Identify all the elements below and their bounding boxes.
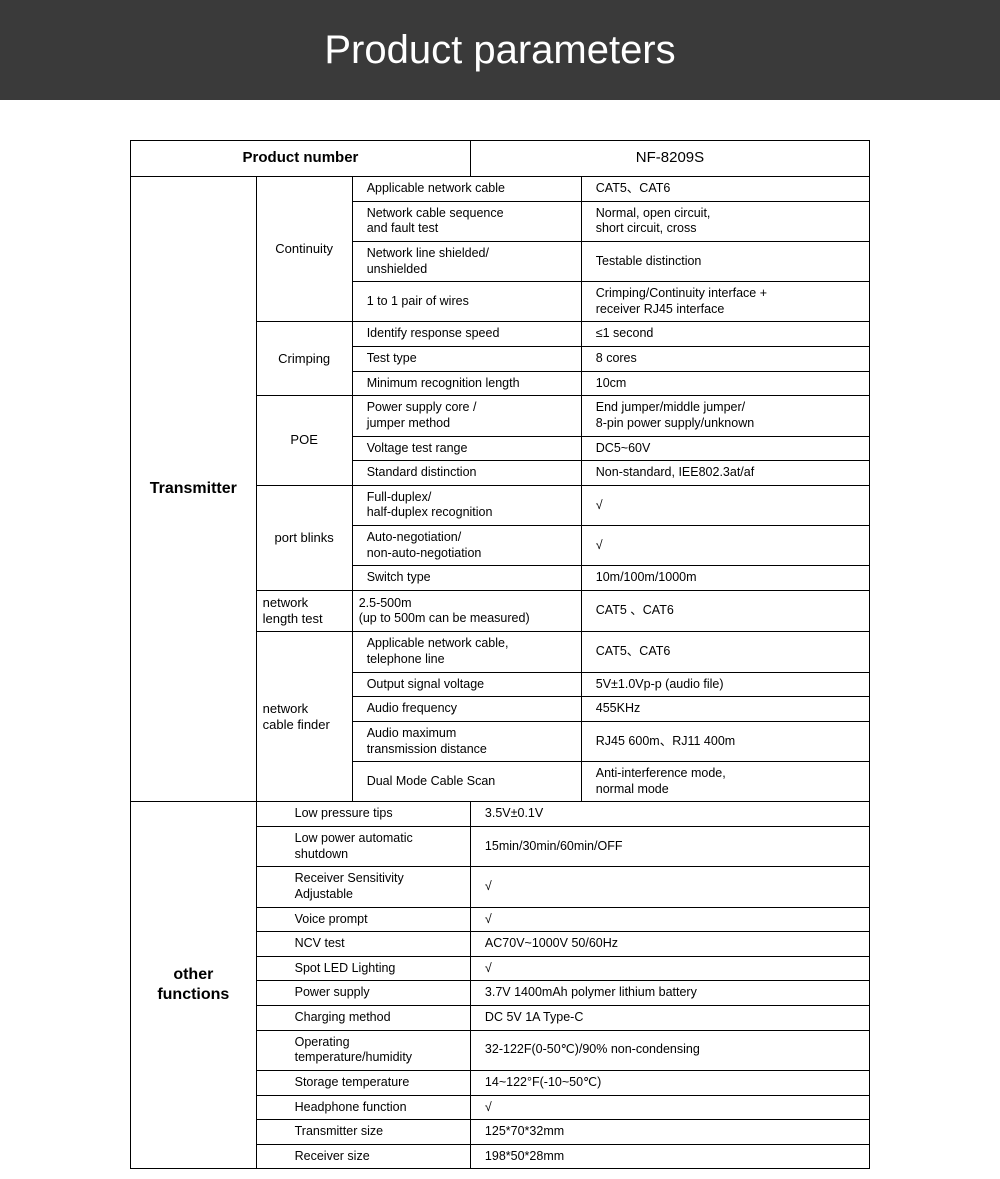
spec-val: 15min/30min/60min/OFF	[470, 827, 869, 867]
spec-val: 5V±1.0Vp-p (audio file)	[581, 672, 869, 697]
spec-attr: Power supply core /jumper method	[352, 396, 581, 436]
spec-val: √	[470, 1095, 869, 1120]
spec-attr: 2.5-500m(up to 500m can be measured)	[352, 590, 581, 632]
table-row: Product number NF-8209S	[131, 141, 870, 177]
spec-attr: 1 to 1 pair of wires	[352, 282, 581, 322]
spec-val: 3.7V 1400mAh polymer lithium battery	[470, 981, 869, 1006]
spec-val: CAT5、CAT6	[581, 177, 869, 202]
spec-val: √	[470, 907, 869, 932]
table-row: otherfunctions Low pressure tips 3.5V±0.…	[131, 802, 870, 827]
spec-val: 455KHz	[581, 697, 869, 722]
spec-attr: Spot LED Lighting	[256, 956, 470, 981]
page-title: Product parameters	[324, 28, 675, 73]
spec-val: ≤1 second	[581, 322, 869, 347]
spec-val: √	[470, 867, 869, 907]
spec-val: End jumper/middle jumper/8-pin power sup…	[581, 396, 869, 436]
spec-val: 198*50*28mm	[470, 1144, 869, 1169]
spec-attr: Audio frequency	[352, 697, 581, 722]
transmitter-section-label: Transmitter	[131, 177, 257, 802]
spec-val: √	[470, 956, 869, 981]
spec-attr: Transmitter size	[256, 1120, 470, 1145]
spec-val: Crimping/Continuity interface +receiver …	[581, 282, 869, 322]
spec-attr: Receiver Sensitivity Adjustable	[256, 867, 470, 907]
spec-attr: Network cable sequenceand fault test	[352, 201, 581, 241]
spec-attr: Full-duplex/half-duplex recognition	[352, 485, 581, 525]
crimping-label: Crimping	[256, 322, 352, 396]
poe-label: POE	[256, 396, 352, 486]
spec-val: CAT5 、CAT6	[581, 590, 869, 632]
spec-attr: Standard distinction	[352, 461, 581, 486]
spec-val: Anti-interference mode,normal mode	[581, 762, 869, 802]
network-length-test-label: networklength test	[256, 590, 352, 632]
spec-attr: Audio maximumtransmission distance	[352, 721, 581, 761]
spec-val: 3.5V±0.1V	[470, 802, 869, 827]
spec-val: DC5~60V	[581, 436, 869, 461]
spec-attr: Low pressure tips	[256, 802, 470, 827]
spec-attr: Dual Mode Cable Scan	[352, 762, 581, 802]
page-header: Product parameters	[0, 0, 1000, 100]
spec-val: CAT5、CAT6	[581, 632, 869, 672]
spec-val: √	[581, 485, 869, 525]
spec-val: 8 cores	[581, 347, 869, 372]
spec-val: Testable distinction	[581, 241, 869, 281]
product-number-label: Product number	[131, 141, 471, 177]
spec-attr: Test type	[352, 347, 581, 372]
spec-attr: Power supply	[256, 981, 470, 1006]
spec-val: DC 5V 1A Type-C	[470, 1006, 869, 1031]
spec-attr: Low power automatic shutdown	[256, 827, 470, 867]
spec-val: 10m/100m/1000m	[581, 566, 869, 591]
spec-val: 125*70*32mm	[470, 1120, 869, 1145]
spec-attr: Applicable network cable	[352, 177, 581, 202]
spec-val: 14~122°F(-10~50℃)	[470, 1070, 869, 1095]
continuity-label: Continuity	[256, 177, 352, 322]
network-cable-finder-label: networkcable finder	[256, 632, 352, 802]
table-row: Transmitter Continuity Applicable networ…	[131, 177, 870, 202]
spec-attr: Receiver size	[256, 1144, 470, 1169]
spec-val: 10cm	[581, 371, 869, 396]
spec-val: AC70V~1000V 50/60Hz	[470, 932, 869, 957]
spec-val: √	[581, 526, 869, 566]
product-number-value: NF-8209S	[470, 141, 869, 177]
spec-table-container: Product number NF-8209S Transmitter Cont…	[0, 100, 1000, 1179]
spec-attr: Auto-negotiation/non-auto-negotiation	[352, 526, 581, 566]
spec-attr: Network line shielded/unshielded	[352, 241, 581, 281]
port-blinks-label: port blinks	[256, 485, 352, 590]
spec-attr: Minimum recognition length	[352, 371, 581, 396]
spec-val: Normal, open circuit,short circuit, cros…	[581, 201, 869, 241]
spec-attr: Operating temperature/humidity	[256, 1030, 470, 1070]
other-functions-label: otherfunctions	[131, 802, 257, 1169]
spec-attr: Voice prompt	[256, 907, 470, 932]
spec-attr: Identify response speed	[352, 322, 581, 347]
spec-attr: Voltage test range	[352, 436, 581, 461]
spec-attr: Output signal voltage	[352, 672, 581, 697]
spec-val: RJ45 600m、RJ11 400m	[581, 721, 869, 761]
spec-attr: Headphone function	[256, 1095, 470, 1120]
spec-val: Non-standard, IEE802.3at/af	[581, 461, 869, 486]
spec-table: Product number NF-8209S Transmitter Cont…	[130, 140, 870, 1169]
spec-val: 32-122F(0-50℃)/90% non-condensing	[470, 1030, 869, 1070]
spec-attr: Charging method	[256, 1006, 470, 1031]
spec-attr: NCV test	[256, 932, 470, 957]
spec-attr: Switch type	[352, 566, 581, 591]
spec-attr: Storage temperature	[256, 1070, 470, 1095]
spec-attr: Applicable network cable,telephone line	[352, 632, 581, 672]
